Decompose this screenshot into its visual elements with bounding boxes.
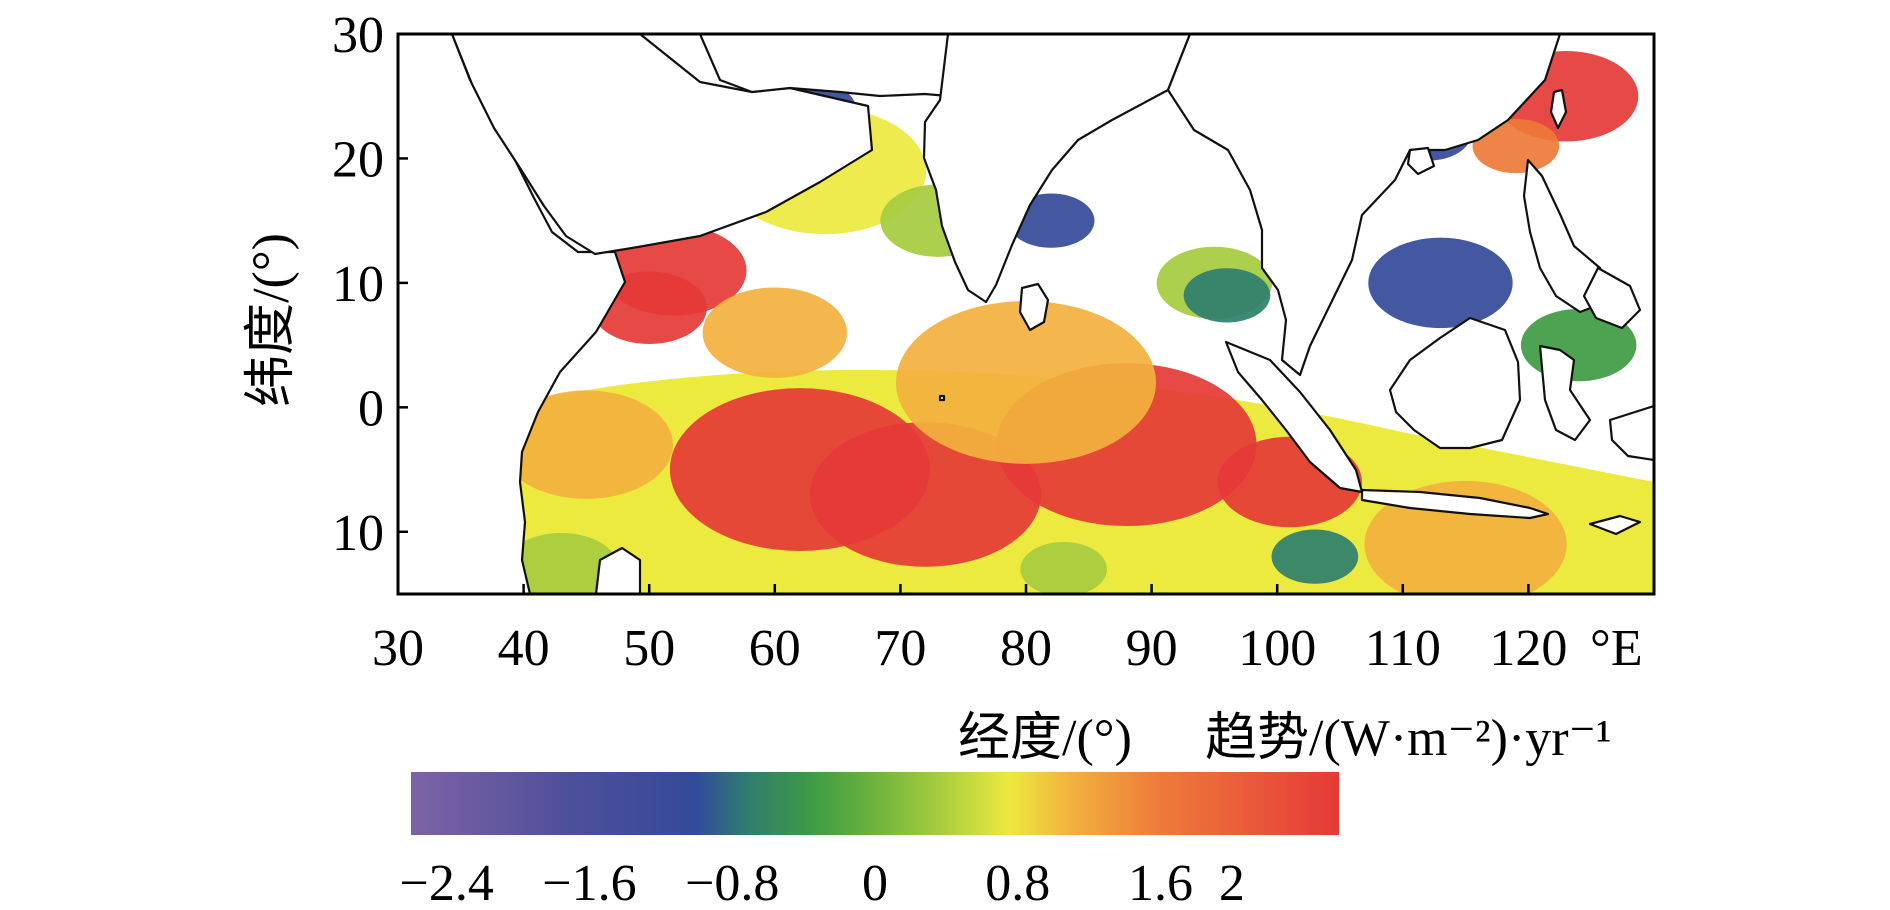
x-axis-label: 经度/(°) (958, 710, 1132, 767)
trend-cell (503, 532, 620, 594)
arabia-land (450, 34, 874, 256)
taiwan-land (1549, 88, 1568, 130)
land-masses (398, 34, 1654, 594)
colorbar-tick-label: 1.6 (1128, 855, 1193, 910)
borneo-land (1388, 316, 1522, 450)
timor-land (1588, 514, 1642, 536)
iran-land (698, 34, 952, 98)
trend-cell (896, 301, 1156, 464)
chagos-island (938, 394, 946, 402)
colorbar-tick-label: −0.8 (685, 855, 779, 910)
y-tick-label: 20 (332, 131, 384, 188)
x-tick-label: 100 (1238, 620, 1316, 677)
sulawesi-land (1538, 344, 1592, 442)
colorbar (411, 772, 1339, 835)
trend-cell (1183, 268, 1271, 323)
x-tick-label: 50 (623, 620, 675, 677)
y-tick-label: 10 (332, 505, 384, 562)
sumatra-land (1224, 340, 1364, 494)
indochina-land (1166, 34, 1562, 377)
x-unit-label: °E (1590, 620, 1643, 677)
colorbar-ticks: −2.4 −1.6 −0.8 0 0.8 1.6 2 (400, 855, 1245, 910)
x-tick-label: 40 (498, 620, 550, 677)
sri-lanka-land (1018, 282, 1050, 332)
mindanao-land (1582, 266, 1642, 330)
trend-cell (499, 390, 674, 499)
y-tick-label: 30 (332, 7, 384, 64)
y-tick-label: 10 (332, 256, 384, 313)
colorbar-tick-label: −2.4 (400, 855, 494, 910)
java-land (1360, 488, 1550, 520)
madagascar-land (594, 546, 642, 594)
india-land (922, 34, 1192, 304)
x-tick-label: 80 (1000, 620, 1052, 677)
colorbar-title: 趋势/(W·m⁻²)·yr⁻¹ (1205, 710, 1612, 767)
trend-cell (1368, 237, 1513, 329)
colorbar-tick-label: 0 (862, 855, 888, 910)
y-tick-label: 0 (358, 380, 384, 437)
x-tick-label: 110 (1365, 620, 1441, 677)
y-axis-label: 纬度/(°) (243, 233, 300, 407)
trend-cell (1020, 541, 1107, 594)
trend-cell (702, 287, 848, 378)
x-tick-label: 120 (1489, 620, 1567, 677)
trend-cell (1271, 529, 1359, 584)
colorbar-tick-label: 0.8 (985, 855, 1050, 910)
trend-cell (1472, 118, 1560, 174)
x-tick-label: 30 (372, 620, 424, 677)
x-tick-label: 90 (1126, 620, 1178, 677)
new-guinea-land (1608, 404, 1654, 462)
x-tick-label: 70 (874, 620, 926, 677)
colorbar-tick-label: −1.6 (542, 855, 636, 910)
hainan-land (1406, 146, 1436, 176)
x-tick-label: 60 (749, 620, 801, 677)
colorbar-tick-label: 2 (1219, 855, 1245, 910)
